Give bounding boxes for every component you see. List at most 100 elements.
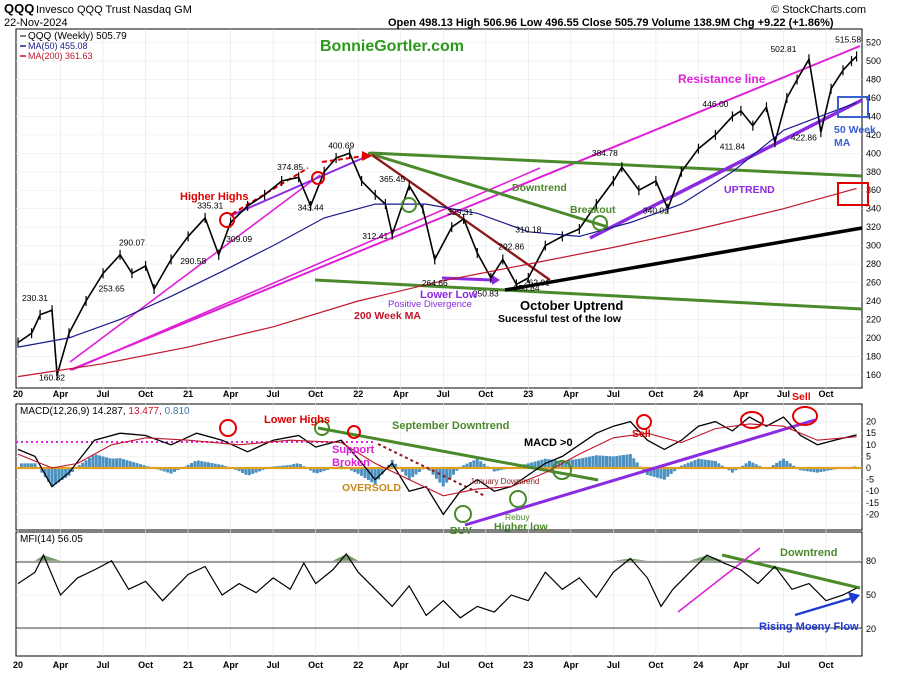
- macd-histogram-bar: [697, 459, 700, 468]
- macd-histogram: [16, 454, 862, 486]
- price-point-label: 515.58: [835, 35, 861, 45]
- price-point-label: 230.31: [22, 293, 48, 303]
- x-tick-label-bottom: 20: [13, 660, 23, 670]
- x-tick-label-bottom: Apr: [53, 660, 69, 670]
- x-tick-label-bottom: Apr: [223, 660, 239, 670]
- macd-histogram-bar: [105, 457, 108, 468]
- macd-histogram-bar: [659, 468, 662, 479]
- sell-text-1: Sell: [632, 428, 651, 440]
- macd-histogram-bar: [612, 456, 615, 468]
- x-tick-label-bottom: Jul: [777, 660, 790, 670]
- y-tick-label: 480: [866, 75, 881, 85]
- y-tick-label: 15: [866, 428, 876, 438]
- price-point-label: 312.41: [362, 231, 388, 241]
- x-tick-label: Jul: [97, 389, 110, 399]
- symbol: QQQ: [4, 1, 34, 16]
- macd-histogram-bar: [108, 458, 111, 468]
- macd-label: MACD(12,26,9) 14.287, 13.477, 0.810: [20, 406, 190, 417]
- price-legend: QQQ (Weekly) 505.79 MA(50) 455.08 MA(200…: [20, 31, 127, 61]
- macd-histogram-bar: [197, 461, 200, 468]
- macd-histogram-bar: [88, 458, 91, 468]
- y-tick-label: 300: [866, 241, 881, 251]
- x-tick-label-bottom: Jul: [607, 660, 620, 670]
- y-tick-label: 10: [866, 440, 876, 450]
- macd-histogram-bar: [472, 460, 475, 468]
- x-tick-label: 21: [183, 389, 193, 399]
- macd-histogram-bar: [782, 459, 785, 468]
- chart-date: 22-Nov-2024: [4, 17, 68, 29]
- macd-histogram-bar: [711, 461, 714, 468]
- x-tick-label: Jul: [267, 389, 280, 399]
- macd-lower-high-circle-1: [220, 420, 236, 436]
- macd-histogram-bar: [578, 459, 581, 468]
- ma50-box: [838, 97, 868, 117]
- macd-histogram-bar: [85, 460, 88, 468]
- rising-money-flow-text: Rising Moeny Flow: [759, 621, 859, 633]
- macd-histogram-bar: [411, 468, 414, 477]
- uptrend-text: UPTREND: [724, 184, 775, 196]
- y-tick-label: 260: [866, 278, 881, 288]
- y-tick-label: -15: [866, 498, 879, 508]
- price-point-label: 422.86: [791, 132, 817, 142]
- y-tick-label: 50: [866, 590, 876, 600]
- macd-histogram-bar: [91, 455, 94, 468]
- y-tick-label: 20: [866, 624, 876, 634]
- macd-histogram-bar: [704, 460, 707, 468]
- price-point-label: 374.85: [277, 162, 303, 172]
- macd-histogram-bar: [588, 457, 591, 468]
- macd-histogram-bar: [119, 458, 122, 468]
- october-uptrend-text: October Uptrend: [520, 298, 623, 313]
- macd-histogram-bar: [115, 458, 118, 468]
- x-tick-label-bottom: Apr: [563, 660, 579, 670]
- legend-ma50: MA(50) 455.08: [28, 41, 88, 51]
- macd-histogram-bar: [54, 468, 57, 484]
- macd-histogram-bar: [449, 468, 452, 479]
- y-tick-label: 240: [866, 296, 881, 306]
- macd-histogram-bar: [364, 468, 367, 478]
- x-tick-label-bottom: Jul: [97, 660, 110, 670]
- x-tick-label-bottom: Oct: [648, 660, 663, 670]
- macd-histogram-bar: [574, 459, 577, 468]
- x-tick-label: Apr: [53, 389, 69, 399]
- macd-histogram-bar: [408, 468, 411, 480]
- mfi-panel-frame: [16, 532, 862, 656]
- x-tick-label-bottom: Oct: [818, 660, 833, 670]
- y-tick-label: 220: [866, 314, 881, 324]
- x-tick-label: Oct: [818, 389, 833, 399]
- uptrend-line: [590, 100, 862, 238]
- price-point-label: 411.84: [720, 142, 746, 152]
- positive-divergence-text: Positive Divergence: [388, 299, 472, 310]
- ma50-note-line2: MA: [834, 137, 851, 149]
- price-point-label: 400.69: [328, 141, 354, 151]
- security-name: Invesco QQQ Trust Nasdaq GM: [36, 4, 192, 16]
- x-tick-label: Jul: [437, 389, 450, 399]
- price-point-label: 329.31: [447, 207, 473, 217]
- annotation-texts: Higher Highs Downtrend Breakout Resistan…: [180, 72, 876, 633]
- price-point-label: 340.02: [643, 205, 669, 215]
- support-broken-line1: Support: [332, 444, 374, 456]
- macd-histogram-bar: [112, 459, 115, 468]
- x-tick-label-bottom: Apr: [393, 660, 409, 670]
- macd-histogram-bar: [404, 468, 407, 476]
- x-tick-label: Apr: [733, 389, 749, 399]
- september-downtrend-text: September Downtrend: [392, 420, 509, 432]
- green-circle-2022: [402, 198, 416, 212]
- macd-histogram-bar: [622, 455, 625, 468]
- macd-histogram-bar: [95, 455, 98, 468]
- january-downtrend-text: January Downtrend: [470, 477, 539, 486]
- macd-histogram-bar: [102, 456, 105, 468]
- x-tick-label: 24: [693, 389, 703, 399]
- price-point-label: 502.81: [770, 44, 796, 54]
- price-point-label: 253.65: [99, 284, 125, 294]
- sell-text-2: Sell: [792, 391, 811, 403]
- y-tick-label: -20: [866, 509, 879, 519]
- macd-histogram-bar: [98, 455, 101, 468]
- rising-money-flow-arrow: [795, 598, 852, 615]
- website-label: BonnieGortler.com: [320, 38, 464, 55]
- x-tick-label: Jul: [777, 389, 790, 399]
- macd-histogram-bar: [585, 457, 588, 468]
- macd-histogram-bar: [581, 458, 584, 468]
